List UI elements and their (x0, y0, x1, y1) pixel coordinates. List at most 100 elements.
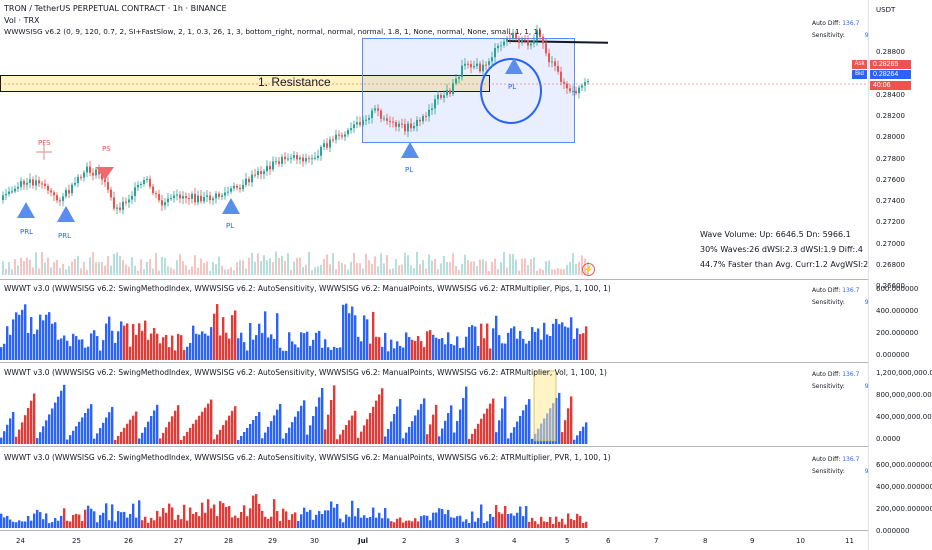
indicator-bar (534, 331, 537, 360)
indicator-bar (417, 335, 420, 360)
volume-bar (119, 256, 121, 275)
candle (548, 53, 550, 63)
indicator-bar (528, 521, 531, 528)
volume-bar (110, 265, 112, 275)
pivot-low-marker[interactable] (57, 206, 75, 222)
pane-tick: 200.000000 (876, 329, 919, 337)
volume-bar (368, 260, 370, 275)
pane-title-vol: WWWT v3.0 (WWWSISG v6.2: SwingMethodInde… (4, 368, 607, 377)
indicator-bar (141, 330, 144, 360)
time-tick: 10 (796, 537, 805, 545)
indicator-bar (399, 345, 402, 360)
candle (104, 179, 106, 183)
pivot-low-marker[interactable] (17, 202, 35, 218)
indicator-bar (3, 517, 6, 528)
candle (386, 118, 388, 121)
indicator-bar (111, 406, 114, 444)
indicator-bar (42, 426, 45, 444)
price-axis[interactable] (868, 0, 932, 550)
pane-separator[interactable] (0, 530, 932, 531)
candle (332, 139, 334, 141)
volume-bar (563, 268, 565, 275)
indicator-bar (279, 347, 282, 360)
indicator-bar (516, 338, 519, 360)
candle (485, 64, 487, 66)
volume-bar (224, 269, 226, 275)
pivot-low-marker[interactable] (222, 198, 240, 214)
indicator-bar (189, 343, 192, 360)
volume-bar (461, 264, 463, 275)
pivot-low-marker[interactable] (401, 142, 419, 158)
indicator-bar (228, 338, 231, 360)
circle-highlight[interactable] (480, 58, 542, 124)
lightning-icon[interactable]: ⚡ (582, 263, 595, 276)
candle (146, 178, 148, 181)
candle (110, 189, 112, 198)
indicator-bar (282, 350, 285, 360)
volume-bar (389, 269, 391, 275)
indicator-bar (450, 517, 453, 528)
candle (305, 158, 307, 162)
pane-separator[interactable] (0, 362, 932, 363)
volume-bar (287, 253, 289, 275)
indicator-bar (570, 396, 573, 444)
volume-bar (212, 261, 214, 275)
indicator-bar (72, 430, 75, 444)
indicator-bar (453, 432, 456, 444)
sensitivity: Sensitivity: 9 (812, 32, 869, 39)
indicator-bar (387, 518, 390, 528)
indicator-bar (276, 409, 279, 444)
candle (248, 178, 250, 183)
pl-label: PL (226, 222, 235, 230)
candle (41, 183, 43, 185)
volume-bar (65, 269, 67, 275)
pivot-low-marker[interactable] (505, 58, 523, 74)
indicator-bar (432, 512, 435, 528)
indicator-bar (318, 330, 321, 360)
indicator-bar (24, 304, 27, 360)
indicator-bar (495, 315, 498, 360)
indicator-bar (492, 516, 495, 528)
indicator-bar (102, 512, 105, 528)
indicator-pane-pips[interactable] (0, 280, 868, 362)
indicator-bar (291, 514, 294, 528)
time-tick: 30 (310, 537, 319, 545)
candle (179, 194, 181, 199)
price-tick: 0.28400 (876, 90, 905, 99)
price-chart[interactable] (0, 0, 868, 280)
pivot-high-marker[interactable] (96, 167, 114, 180)
indicator-bar (207, 499, 210, 528)
ask-label: Ask (852, 60, 867, 69)
volume-bar (56, 260, 58, 275)
candle (5, 194, 7, 196)
volume-bar (527, 265, 529, 275)
indicator-bar (396, 341, 399, 360)
indicator-bar (18, 429, 21, 444)
volume-bar (176, 260, 178, 275)
pane-separator[interactable] (0, 446, 932, 447)
volume-bar (356, 262, 358, 275)
volume-bar (83, 261, 85, 275)
indicator-bar (522, 338, 525, 360)
time-tick: 5 (565, 537, 570, 545)
candle (545, 43, 547, 54)
indicator-bar (303, 333, 306, 360)
indicator-pane-vol[interactable] (0, 363, 868, 446)
indicator-bar (546, 521, 549, 528)
indicator-bar (312, 339, 315, 360)
volume-bar (311, 270, 313, 275)
indicator-bar (513, 326, 516, 360)
candle (128, 199, 130, 203)
pane-separator[interactable] (0, 279, 932, 280)
candle (245, 178, 247, 185)
indicator-pane-pvr[interactable] (0, 447, 868, 530)
candle (137, 184, 139, 188)
indicator-bar (468, 327, 471, 360)
candle (392, 121, 394, 123)
indicator-bar (411, 521, 414, 528)
price-tick: 0.28200 (876, 111, 905, 120)
volume-bar (260, 261, 262, 275)
volume-bar (185, 265, 187, 275)
indicator-bar (213, 439, 216, 444)
candle (566, 83, 568, 89)
